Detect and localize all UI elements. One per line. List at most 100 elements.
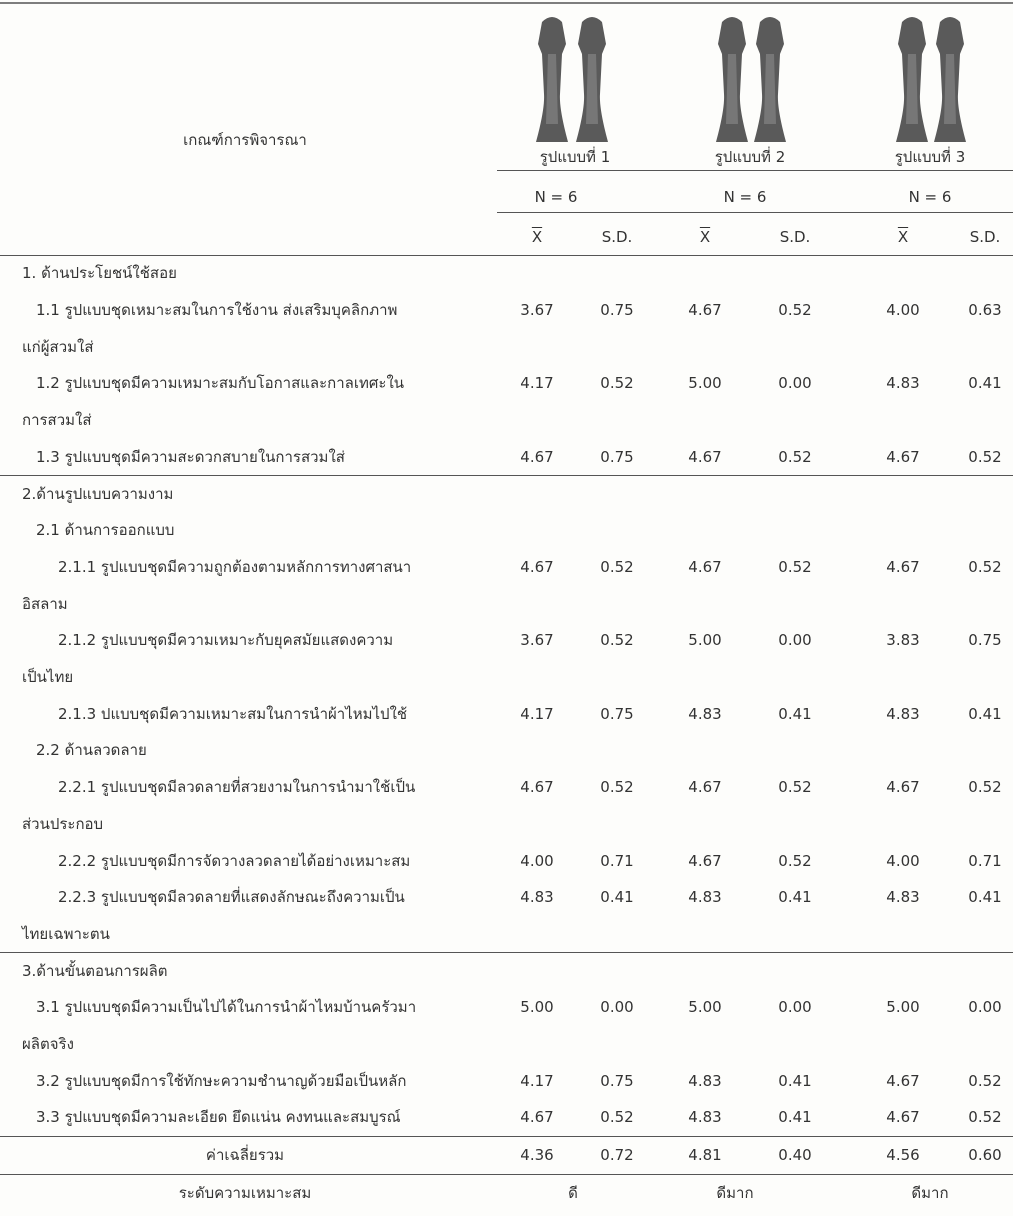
n-label: N = 6: [908, 188, 952, 206]
score: 0.00: [600, 998, 634, 1017]
score: 4.67: [688, 778, 722, 797]
score: 4.00: [520, 851, 554, 870]
design-label: รูปแบบที่ 1: [539, 148, 611, 166]
score: 0.41: [778, 704, 812, 723]
score: 5.00: [688, 631, 722, 650]
rule: [497, 170, 1013, 171]
score: 4.67: [886, 557, 920, 576]
stat-header: S.D.: [779, 228, 811, 246]
score: 4.67: [520, 447, 554, 466]
score: 5.00: [688, 374, 722, 393]
level-value: ดีมาก: [716, 1183, 754, 1202]
score: 3.67: [520, 631, 554, 650]
criterion-label: 2.1.1 รูปแบบชุดมีความถูกต้องตามหลักการทา…: [58, 557, 412, 576]
score: 0.75: [600, 704, 634, 723]
score: 0.75: [600, 447, 634, 466]
criterion-label: ผลิตจริง: [22, 1035, 74, 1054]
score: 4.83: [520, 888, 554, 907]
score: 0.41: [968, 704, 1002, 723]
criterion-label: ไทยเฉพาะตน: [22, 924, 110, 943]
stat-header: X: [699, 228, 711, 246]
criterion-label: ส่วนประกอบ: [22, 814, 104, 833]
criterion-label: อิสลาม: [22, 594, 68, 613]
criterion-label: 2.2.3 รูปแบบชุดมีลวดลายที่แสดงลักษณะถึงค…: [58, 888, 405, 907]
criterion-label: 2.ด้านรูปแบบความงาม: [22, 484, 174, 503]
score: 3.83: [886, 631, 920, 650]
criteria-header: เกณฑ์การพิจารณา: [183, 131, 307, 149]
score: 4.67: [886, 1071, 920, 1090]
rule: [497, 212, 1013, 213]
score: 3.67: [520, 301, 554, 320]
mean-label: ค่าเฉลี่ยรวม: [205, 1145, 285, 1164]
score: 4.00: [886, 301, 920, 320]
score: 0.52: [600, 374, 634, 393]
score: 0.52: [968, 1108, 1002, 1127]
score: 4.17: [520, 1071, 554, 1090]
score: 4.67: [886, 778, 920, 797]
score: 5.00: [520, 998, 554, 1017]
score: 4.67: [520, 1108, 554, 1127]
criterion-label: 2.1 ด้านการออกแบบ: [36, 521, 175, 540]
rule: [0, 1135, 1013, 1137]
score: 4.83: [688, 888, 722, 907]
criterion-label: 3.2 รูปแบบชุดมีการใช้ทักษะความชำนาญด้วยม…: [36, 1071, 407, 1090]
score: 0.41: [778, 888, 812, 907]
score: 0.52: [778, 851, 812, 870]
score: 4.67: [688, 301, 722, 320]
rule: [0, 255, 1013, 256]
design-label: รูปแบบที่ 3: [894, 148, 966, 166]
level-label: ระดับความเหมาะสม: [178, 1183, 312, 1202]
score: 0.41: [968, 374, 1002, 393]
score: 4.17: [520, 704, 554, 723]
criterion-label: 1.3 รูปแบบชุดมีความสะดวกสบายในการสวมใส่: [36, 447, 345, 466]
rule: [0, 475, 1013, 477]
score: 4.67: [886, 1108, 920, 1127]
criterion-label: 3.ด้านขั้นตอนการผลิต: [22, 961, 168, 980]
score: 0.52: [600, 1108, 634, 1127]
score: 4.67: [688, 851, 722, 870]
score: 4.67: [520, 778, 554, 797]
score: 0.41: [600, 888, 634, 907]
score: 0.00: [778, 374, 812, 393]
score: 4.83: [886, 888, 920, 907]
stat-header: S.D.: [969, 228, 1001, 246]
score: 0.52: [778, 301, 812, 320]
criterion-label: 2.2.1 รูปแบบชุดมีลวดลายที่สวยงามในการนำม…: [58, 778, 416, 797]
design-label: รูปแบบที่ 2: [714, 148, 786, 166]
score: 4.83: [688, 1108, 722, 1127]
criterion-label: 3.3 รูปแบบชุดมีความละเอียด ยึดแน่น คงทนแ…: [36, 1108, 401, 1127]
criterion-label: 1.1 รูปแบบชุดเหมาะสมในการใช้งาน ส่งเสริม…: [36, 301, 398, 320]
score: 4.83: [688, 1071, 722, 1090]
score: 0.75: [968, 631, 1002, 650]
score: 4.83: [886, 374, 920, 393]
score: 4.00: [886, 851, 920, 870]
score: 0.52: [778, 778, 812, 797]
score: 0.63: [968, 301, 1002, 320]
score: 5.00: [886, 998, 920, 1017]
score: 0.52: [600, 557, 634, 576]
criterion-label: 2.1.3 ปแบบชุดมีความเหมาะสมในการนำผ้าไหมไ…: [58, 704, 408, 723]
n-label: N = 6: [534, 188, 578, 206]
score: 4.67: [688, 557, 722, 576]
criterion-label: การสวมใส่: [22, 411, 92, 430]
score: 0.52: [968, 778, 1002, 797]
stat-header: X: [531, 228, 543, 246]
score: 4.67: [688, 447, 722, 466]
score: 0.52: [778, 447, 812, 466]
score: 5.00: [688, 998, 722, 1017]
score: 4.83: [688, 704, 722, 723]
score: 4.67: [520, 557, 554, 576]
criterion-label: 2.1.2 รูปแบบชุดมีความเหมาะกับยุคสมัยแสดง…: [58, 631, 394, 650]
level-value: ดีมาก: [911, 1183, 949, 1202]
criterion-label: 2.2.2 รูปแบบชุดมีการจัดวางลวดลายได้อย่าง…: [58, 851, 411, 870]
level-value: ดี: [568, 1183, 578, 1202]
mean-score: 4.56: [886, 1145, 920, 1164]
criterion-label: เป็นไทย: [22, 668, 74, 687]
mean-score: 4.36: [520, 1145, 554, 1164]
score: 0.00: [968, 998, 1002, 1017]
score: 0.52: [600, 778, 634, 797]
score: 0.75: [600, 301, 634, 320]
score: 0.52: [600, 631, 634, 650]
score: 4.83: [886, 704, 920, 723]
